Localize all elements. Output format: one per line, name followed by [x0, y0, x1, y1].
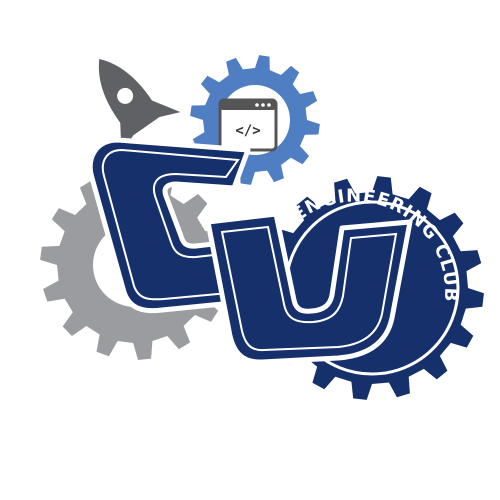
- gray-gear-icon: [40, 170, 230, 360]
- rocket-icon: [98, 59, 181, 154]
- browser-window-icon: </>: [218, 98, 278, 152]
- cu-monogram: [87, 137, 413, 365]
- code-brackets-icon: </>: [235, 123, 260, 139]
- letter-u: [205, 211, 413, 365]
